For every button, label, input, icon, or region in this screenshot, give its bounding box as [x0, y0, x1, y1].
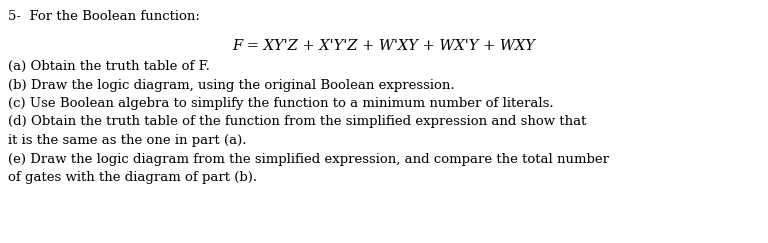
Text: it is the same as the one in part (a).: it is the same as the one in part (a).	[8, 134, 247, 147]
Text: 5-  For the Boolean function:: 5- For the Boolean function:	[8, 10, 200, 23]
Text: of gates with the diagram of part (b).: of gates with the diagram of part (b).	[8, 171, 257, 184]
Text: (a) Obtain the truth table of F.: (a) Obtain the truth table of F.	[8, 60, 210, 73]
Text: (d) Obtain the truth table of the function from the simplified expression and sh: (d) Obtain the truth table of the functi…	[8, 115, 587, 129]
Text: (b) Draw the logic diagram, using the original Boolean expression.: (b) Draw the logic diagram, using the or…	[8, 78, 455, 92]
Text: F = XY'Z + X'Y'Z + W'XY + WX'Y + WXY: F = XY'Z + X'Y'Z + W'XY + WX'Y + WXY	[233, 39, 535, 53]
Text: (e) Draw the logic diagram from the simplified expression, and compare the total: (e) Draw the logic diagram from the simp…	[8, 153, 609, 165]
Text: (c) Use Boolean algebra to simplify the function to a minimum number of literals: (c) Use Boolean algebra to simplify the …	[8, 97, 554, 110]
